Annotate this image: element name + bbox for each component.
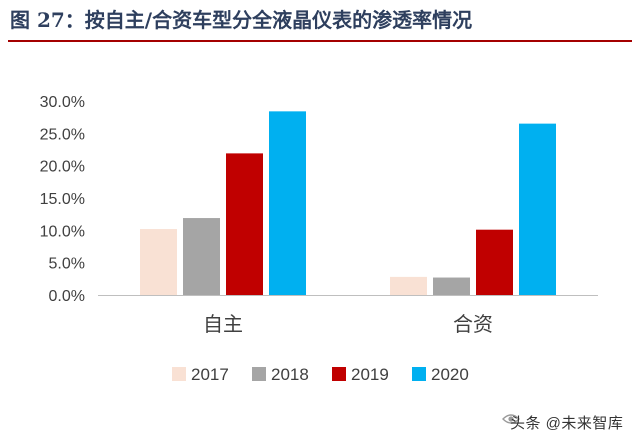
bar-2017-合资 bbox=[390, 276, 427, 295]
legend-swatch-2017 bbox=[172, 367, 186, 381]
y-tick-label: 30.0% bbox=[40, 94, 85, 111]
y-tick-label: 25.0% bbox=[40, 126, 85, 143]
bar-2018-自主 bbox=[183, 218, 220, 295]
watermark-text: 头条 @未来智库 bbox=[510, 415, 624, 432]
title-divider bbox=[8, 40, 632, 42]
y-tick-label: 20.0% bbox=[40, 159, 85, 176]
bar-2020-自主 bbox=[269, 111, 306, 295]
legend-label: 2017 bbox=[191, 365, 229, 384]
bar-2018-合资 bbox=[433, 277, 470, 295]
watermark: 头条 @未来智库 bbox=[498, 408, 638, 434]
y-tick-label: 15.0% bbox=[40, 191, 85, 208]
watermark-logo-icon bbox=[502, 414, 520, 424]
bar-2017-自主 bbox=[140, 229, 177, 295]
x-category-label: 合资 bbox=[453, 312, 493, 336]
y-tick-label: 5.0% bbox=[49, 256, 85, 273]
y-tick-label: 10.0% bbox=[40, 223, 85, 240]
legend-label: 2020 bbox=[431, 365, 469, 384]
bar-2019-自主 bbox=[226, 153, 263, 295]
bar-2020-合资 bbox=[519, 123, 556, 295]
x-category-label: 自主 bbox=[203, 312, 243, 336]
legend-label: 2019 bbox=[351, 365, 389, 384]
legend-swatch-2020 bbox=[412, 367, 426, 381]
legend-swatch-2019 bbox=[332, 367, 346, 381]
bar-2019-合资 bbox=[476, 229, 513, 295]
y-tick-label: 0.0% bbox=[49, 288, 85, 305]
chart-title: 图 27：按自主/合资车型分全液晶仪表的渗透率情况 bbox=[10, 8, 473, 32]
legend-label: 2018 bbox=[271, 365, 309, 384]
legend-swatch-2018 bbox=[252, 367, 266, 381]
